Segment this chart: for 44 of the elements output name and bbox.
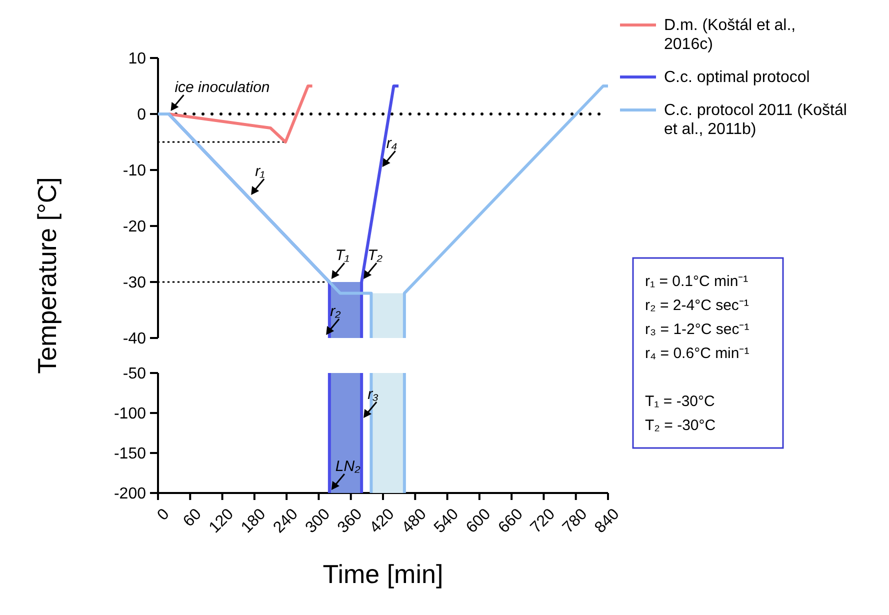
x-axis-title: Time [min] xyxy=(322,559,444,589)
x-tick-label: 300 xyxy=(302,506,334,537)
y-tick-label: -200 xyxy=(114,486,146,503)
legend-label: C.c. optimal protocol xyxy=(664,69,810,86)
x-tick-label: 180 xyxy=(238,506,270,537)
annotation: LN₂ xyxy=(335,458,361,475)
text: r₄ = 0.6°C min⁻¹ xyxy=(645,345,750,362)
annotation: r₂ xyxy=(330,303,342,320)
x-tick-label: 540 xyxy=(431,506,462,537)
x-tick-label: 840 xyxy=(592,506,623,537)
annotation: ice inoculation xyxy=(174,79,270,96)
x-tick-label: 420 xyxy=(366,506,398,537)
x-tick-label: 720 xyxy=(528,506,559,537)
annotation: T₁ xyxy=(335,247,350,264)
y-tick-label: -50 xyxy=(122,366,146,383)
text: r₁ = 0.1°C min⁻¹ xyxy=(645,273,748,290)
x-tick-label: 240 xyxy=(270,506,302,537)
x-tick-label: 360 xyxy=(334,506,366,537)
annotation: T₂ xyxy=(368,247,383,264)
y-tick-label: -30 xyxy=(122,274,146,292)
annotation: r₃ xyxy=(368,386,379,403)
y-tick-label: 10 xyxy=(128,50,146,68)
x-tick-label: 660 xyxy=(495,506,526,537)
legend-label: D.m. (Koštál et al., 2016c) xyxy=(664,17,796,53)
y-tick-label: -10 xyxy=(122,162,146,180)
y-tick-label: 0 xyxy=(137,106,146,124)
x-tick-label: 600 xyxy=(463,506,494,537)
x-tick-label: 60 xyxy=(180,506,205,530)
y-tick-label: -40 xyxy=(122,330,146,348)
annotation: r₁ xyxy=(255,163,266,180)
y-tick-label: -100 xyxy=(114,406,146,423)
y-tick-label: -150 xyxy=(114,446,146,463)
y-axis-title: Temperature [°C] xyxy=(32,177,62,374)
x-tick-label: 0 xyxy=(154,506,173,524)
text: r₃ = 1-2°C sec⁻¹ xyxy=(645,321,750,338)
x-tick-label: 480 xyxy=(398,506,430,537)
text: T₁ = -30°C xyxy=(645,393,715,410)
legend-label: C.c. protocol 2011 (Koštál et al., 2011b) xyxy=(664,102,847,138)
text: T₂ = -30°C xyxy=(645,417,716,434)
x-tick-label: 120 xyxy=(206,506,238,537)
y-tick-label: -20 xyxy=(122,218,146,236)
annotation: r₄ xyxy=(386,135,398,152)
text: r₂ = 2-4°C sec⁻¹ xyxy=(645,297,749,314)
x-tick-label: 780 xyxy=(560,506,591,537)
